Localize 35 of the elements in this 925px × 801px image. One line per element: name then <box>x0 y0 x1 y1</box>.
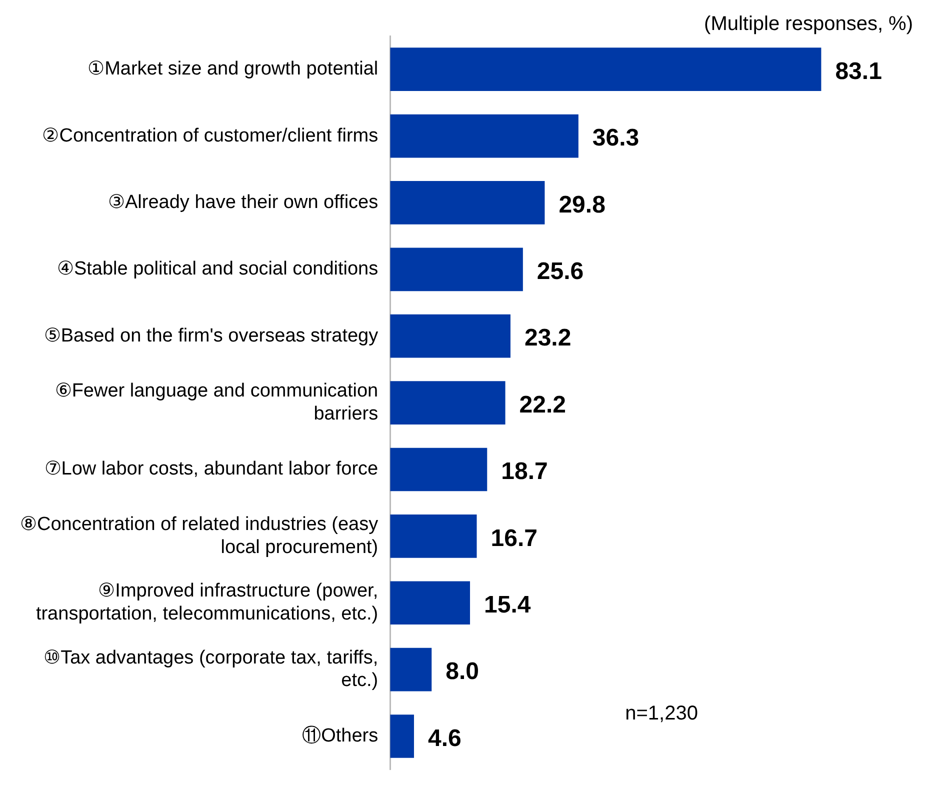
data-label: 8.0 <box>446 658 480 686</box>
data-label: 22.2 <box>519 391 566 418</box>
bar <box>390 314 510 358</box>
bar <box>390 114 578 158</box>
data-label: 36.3 <box>592 124 640 152</box>
data-label: 29.8 <box>558 191 606 218</box>
y-tick-label: ①Market size and growth potential <box>88 58 378 80</box>
bar <box>390 648 432 692</box>
data-label: 23.2 <box>524 324 572 352</box>
bar <box>390 581 470 625</box>
y-tick-label: ⑨Improved infrastructure (power, transportation, telecommunications, etc.) <box>36 580 378 625</box>
y-tick-label: ⑧Concentration of related industries (easy local procurement) <box>20 514 379 558</box>
data-label: 16.7 <box>490 524 538 552</box>
y-tick-label: ⑩Tax advantages (corporate tax, tariffs, etc.) <box>44 647 378 692</box>
bar <box>390 714 414 758</box>
bar <box>390 514 477 558</box>
y-tick-label: ③Already have their own offices <box>108 192 378 213</box>
bar <box>390 448 488 492</box>
bar <box>390 181 545 224</box>
y-tick-label: ⑤Based on the firm's overseas strategy <box>44 325 379 346</box>
y-tick-label: ④Stable political and social conditions <box>56 258 378 280</box>
y-tick-label: ⑪Others <box>302 725 378 746</box>
text: (Multiple responses, %) <box>704 13 913 35</box>
data-label: 83.1 <box>835 58 882 85</box>
y-tick-label: ②Concentration of customer/client firms <box>42 125 378 146</box>
bar <box>390 248 523 292</box>
y-tick-label: ⑦Low labor costs, abundant labor force <box>44 458 378 480</box>
data-label: 25.6 <box>536 258 584 286</box>
data-label: 15.4 <box>484 592 532 618</box>
data-label: 4.6 <box>428 724 462 752</box>
bar <box>390 48 822 92</box>
annotation: n=1,230 <box>625 702 698 725</box>
data-label: 18.7 <box>501 458 548 486</box>
y-tick-label: ⑥Fewer language and communication barriers <box>54 380 378 424</box>
bar <box>390 381 506 424</box>
